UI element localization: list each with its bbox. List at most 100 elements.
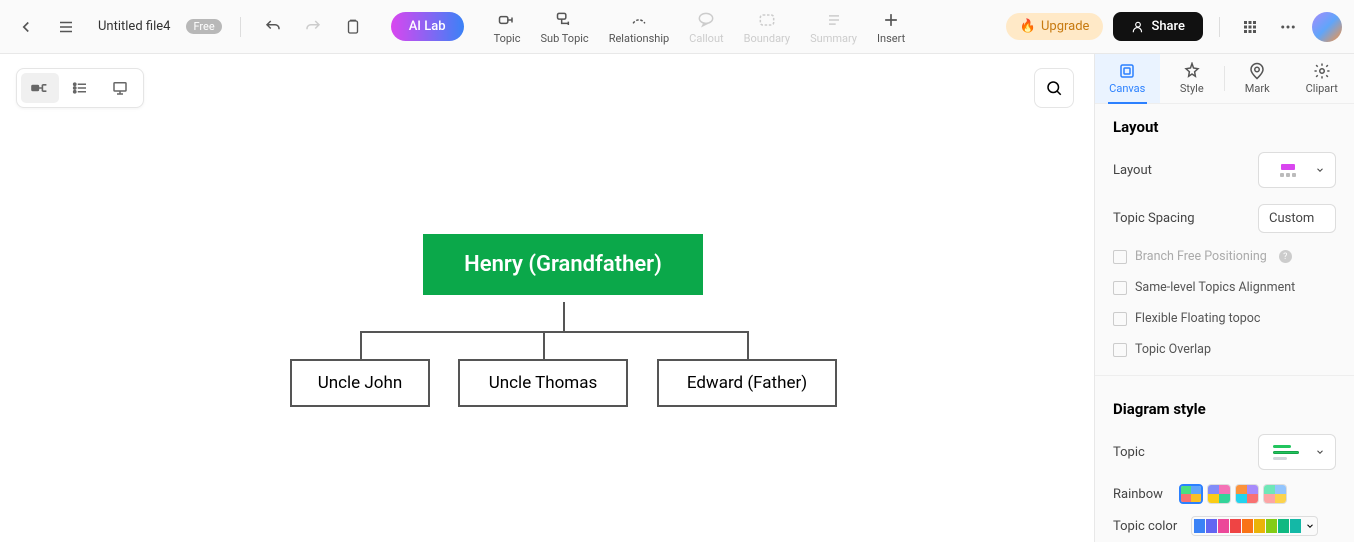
style-section-title: Diagram style bbox=[1095, 386, 1354, 426]
layout-thumb-icon bbox=[1269, 159, 1307, 181]
canvas-icon bbox=[1118, 62, 1136, 80]
tab-mark[interactable]: Mark bbox=[1225, 54, 1290, 103]
paste-icon[interactable] bbox=[339, 13, 367, 41]
upgrade-label: Upgrade bbox=[1041, 19, 1089, 34]
child-node[interactable]: Uncle John bbox=[290, 359, 430, 407]
tab-clipart[interactable]: Clipart bbox=[1290, 54, 1354, 103]
share-label: Share bbox=[1151, 19, 1185, 34]
connector bbox=[747, 331, 749, 360]
color-swatch bbox=[1278, 519, 1289, 533]
topic-style-row: Topic bbox=[1095, 426, 1354, 478]
toolbar-label: Summary bbox=[810, 32, 857, 45]
canvas-area[interactable]: Henry (Grandfather) Uncle John Uncle Thoma… bbox=[0, 54, 1094, 542]
relationship-icon bbox=[629, 10, 649, 30]
checkbox[interactable] bbox=[1113, 281, 1127, 295]
top-bar: Untitled file4 Free AI Lab Topic Sub Top… bbox=[0, 0, 1354, 54]
tab-label: Clipart bbox=[1306, 82, 1338, 95]
back-icon[interactable] bbox=[12, 13, 40, 41]
toolbar-items: Topic Sub Topic Relationship Callout Bou… bbox=[494, 8, 906, 45]
divider bbox=[1219, 17, 1220, 37]
tab-style[interactable]: Style bbox=[1160, 54, 1225, 103]
checkbox[interactable] bbox=[1113, 312, 1127, 326]
checkbox-row[interactable]: Topic Overlap bbox=[1095, 334, 1354, 365]
checkbox-row[interactable]: Same-level Topics Alignment bbox=[1095, 272, 1354, 303]
toolbar-insert[interactable]: Insert bbox=[877, 8, 905, 45]
toolbar-label: Boundary bbox=[744, 32, 790, 45]
toolbar-topic[interactable]: Topic bbox=[494, 8, 521, 45]
checkbox-label: Branch Free Positioning bbox=[1135, 249, 1267, 264]
clipart-icon bbox=[1313, 62, 1331, 80]
connector bbox=[563, 302, 565, 331]
connector bbox=[360, 331, 747, 333]
file-title[interactable]: Untitled file4 bbox=[98, 19, 170, 34]
topic-thumb-icon bbox=[1269, 441, 1307, 463]
topic-style-dropdown[interactable] bbox=[1258, 434, 1336, 470]
info-icon[interactable]: ? bbox=[1279, 250, 1292, 263]
spacing-row: Topic Spacing Custom bbox=[1095, 196, 1354, 241]
child-node[interactable]: Edward (Father) bbox=[657, 359, 837, 407]
summary-icon bbox=[824, 10, 844, 30]
topbar-right: 🔥 Upgrade Share bbox=[1006, 12, 1342, 42]
rainbow-label: Rainbow bbox=[1113, 487, 1173, 502]
checkbox-row[interactable]: Flexible Floating topoc bbox=[1095, 303, 1354, 334]
topic-style-label: Topic bbox=[1113, 445, 1145, 460]
spacing-value: Custom bbox=[1269, 211, 1314, 226]
apps-icon[interactable] bbox=[1236, 13, 1264, 41]
menu-icon[interactable] bbox=[52, 13, 80, 41]
checkbox-row: Branch Free Positioning? bbox=[1095, 241, 1354, 272]
child-node[interactable]: Uncle Thomas bbox=[458, 359, 628, 407]
color-swatch bbox=[1218, 519, 1229, 533]
free-badge: Free bbox=[186, 19, 221, 34]
tab-canvas[interactable]: Canvas bbox=[1095, 54, 1160, 103]
topbar-left: Untitled file4 Free AI Lab Topic Sub Top… bbox=[12, 8, 905, 45]
rainbow-option[interactable] bbox=[1179, 484, 1203, 504]
callout-icon bbox=[696, 10, 716, 30]
avatar[interactable] bbox=[1312, 12, 1342, 42]
color-swatch bbox=[1266, 519, 1277, 533]
checkbox-label: Flexible Floating topoc bbox=[1135, 311, 1260, 326]
topic-color-dropdown[interactable] bbox=[1191, 516, 1318, 536]
workspace: Henry (Grandfather) Uncle John Uncle Thoma… bbox=[0, 54, 1094, 542]
upgrade-button[interactable]: 🔥 Upgrade bbox=[1006, 13, 1104, 40]
redo-icon[interactable] bbox=[299, 13, 327, 41]
toolbar-label: Topic bbox=[494, 32, 521, 45]
rainbow-option[interactable] bbox=[1263, 484, 1287, 504]
ai-lab-button[interactable]: AI Lab bbox=[391, 12, 464, 41]
root-node[interactable]: Henry (Grandfather) bbox=[423, 234, 703, 295]
more-icon[interactable] bbox=[1274, 13, 1302, 41]
boundary-icon bbox=[757, 10, 777, 30]
color-swatch bbox=[1194, 519, 1205, 533]
tab-label: Mark bbox=[1245, 82, 1270, 95]
color-swatch bbox=[1206, 519, 1217, 533]
mark-icon bbox=[1248, 62, 1266, 80]
toolbar-summary: Summary bbox=[810, 8, 857, 45]
side-panel: Canvas Style Mark Clipart Layout Layout … bbox=[1094, 54, 1354, 542]
subtopic-icon bbox=[555, 10, 575, 30]
toolbar-label: Insert bbox=[877, 32, 905, 45]
checkbox[interactable] bbox=[1113, 343, 1127, 357]
layout-label: Layout bbox=[1113, 163, 1152, 178]
rainbow-option[interactable] bbox=[1207, 484, 1231, 504]
chevron-down-icon bbox=[1315, 447, 1325, 457]
rainbow-option[interactable] bbox=[1235, 484, 1259, 504]
checkbox bbox=[1113, 250, 1127, 264]
toolbar-callout: Callout bbox=[689, 8, 723, 45]
spacing-dropdown[interactable]: Custom bbox=[1258, 204, 1336, 233]
collapse-panel-button[interactable] bbox=[1094, 114, 1095, 150]
chevron-down-icon bbox=[1315, 165, 1325, 175]
checkbox-label: Same-level Topics Alignment bbox=[1135, 280, 1295, 295]
toolbar-label: Callout bbox=[689, 32, 723, 45]
style-icon bbox=[1183, 62, 1201, 80]
spacing-label: Topic Spacing bbox=[1113, 211, 1195, 226]
color-swatch bbox=[1230, 519, 1241, 533]
undo-icon[interactable] bbox=[259, 13, 287, 41]
toolbar-relationship[interactable]: Relationship bbox=[609, 8, 669, 45]
layout-row: Layout bbox=[1095, 144, 1354, 196]
layout-dropdown[interactable] bbox=[1258, 152, 1336, 188]
layout-section-title: Layout bbox=[1095, 104, 1354, 144]
tab-label: Style bbox=[1180, 82, 1204, 95]
toolbar-subtopic[interactable]: Sub Topic bbox=[540, 8, 588, 45]
chevron-down-icon bbox=[1305, 521, 1315, 531]
share-button[interactable]: Share bbox=[1113, 12, 1203, 41]
checkbox-label: Topic Overlap bbox=[1135, 342, 1211, 357]
